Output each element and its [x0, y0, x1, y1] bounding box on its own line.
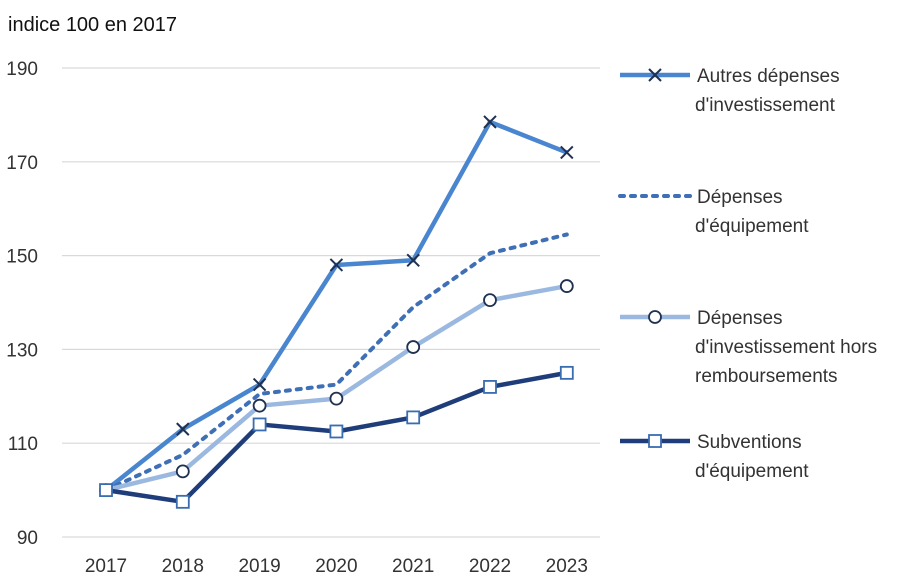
legend-label: Subventions — [697, 432, 802, 453]
data-point — [483, 293, 497, 308]
x-tick-label: 2020 — [315, 556, 357, 577]
data-point — [483, 115, 497, 129]
legend-marker — [648, 310, 662, 324]
data-point — [175, 494, 190, 509]
data-point — [252, 398, 267, 413]
data-point — [252, 377, 267, 392]
data-point — [252, 417, 267, 432]
series-2 — [99, 279, 574, 498]
series-lines — [99, 115, 574, 509]
data-point — [329, 258, 344, 272]
legend-marker — [648, 434, 662, 448]
y-tick-label: 110 — [8, 434, 38, 455]
data-point — [175, 464, 190, 479]
data-point — [329, 391, 344, 406]
legend-label: d'équipement — [695, 461, 809, 482]
x-tick-label: 2021 — [392, 556, 434, 577]
y-tick-label: 190 — [6, 59, 38, 80]
y-axis-ticks: 90 110 130 150 170 190 — [6, 59, 38, 549]
legend-item: Subventions d'équipement — [620, 432, 809, 482]
data-point — [483, 380, 497, 394]
gridlines — [62, 67, 600, 538]
legend-marker — [648, 68, 662, 82]
data-point — [99, 483, 113, 498]
legend-label: remboursements — [695, 366, 838, 387]
y-tick-label: 130 — [6, 340, 38, 361]
x-tick-label: 2017 — [85, 556, 127, 577]
data-point — [329, 424, 344, 439]
data-point — [176, 422, 190, 436]
legend-label: Dépenses — [697, 187, 783, 208]
x-tick-label: 2023 — [546, 556, 588, 577]
legend-item: Dépenses d'équipement — [618, 187, 809, 237]
legend-label: Dépenses — [697, 308, 783, 329]
x-tick-label: 2022 — [469, 556, 511, 577]
y-tick-label: 90 — [17, 528, 38, 549]
y-tick-label: 170 — [6, 153, 38, 174]
legend-label: d'investissement — [695, 95, 836, 116]
legend: Autres dépenses d'investissement Dépenses d… — [618, 66, 877, 482]
data-point — [559, 365, 574, 380]
data-point — [406, 253, 420, 267]
series-3 — [99, 365, 574, 509]
legend-label: Autres dépenses — [697, 66, 840, 87]
data-point — [406, 340, 421, 354]
legend-item: Dépenses d'investissement hors rembourseme… — [620, 308, 877, 387]
x-tick-label: 2019 — [238, 556, 280, 577]
legend-label: d'investissement hors — [695, 337, 877, 358]
legend-label: d'équipement — [695, 216, 809, 237]
data-point — [559, 279, 574, 293]
x-tick-label: 2018 — [162, 556, 204, 577]
data-point — [406, 410, 421, 425]
series-0 — [99, 115, 574, 497]
unit-label: indice 100 en 2017 — [8, 14, 178, 36]
series-1 — [104, 232, 569, 493]
legend-item: Autres dépenses d'investissement — [620, 66, 840, 116]
series-line — [104, 232, 569, 493]
y-tick-label: 150 — [6, 247, 38, 268]
x-axis-ticks: 2017 2018 2019 2020 2021 2022 2023 — [85, 556, 588, 577]
data-point — [560, 145, 574, 160]
